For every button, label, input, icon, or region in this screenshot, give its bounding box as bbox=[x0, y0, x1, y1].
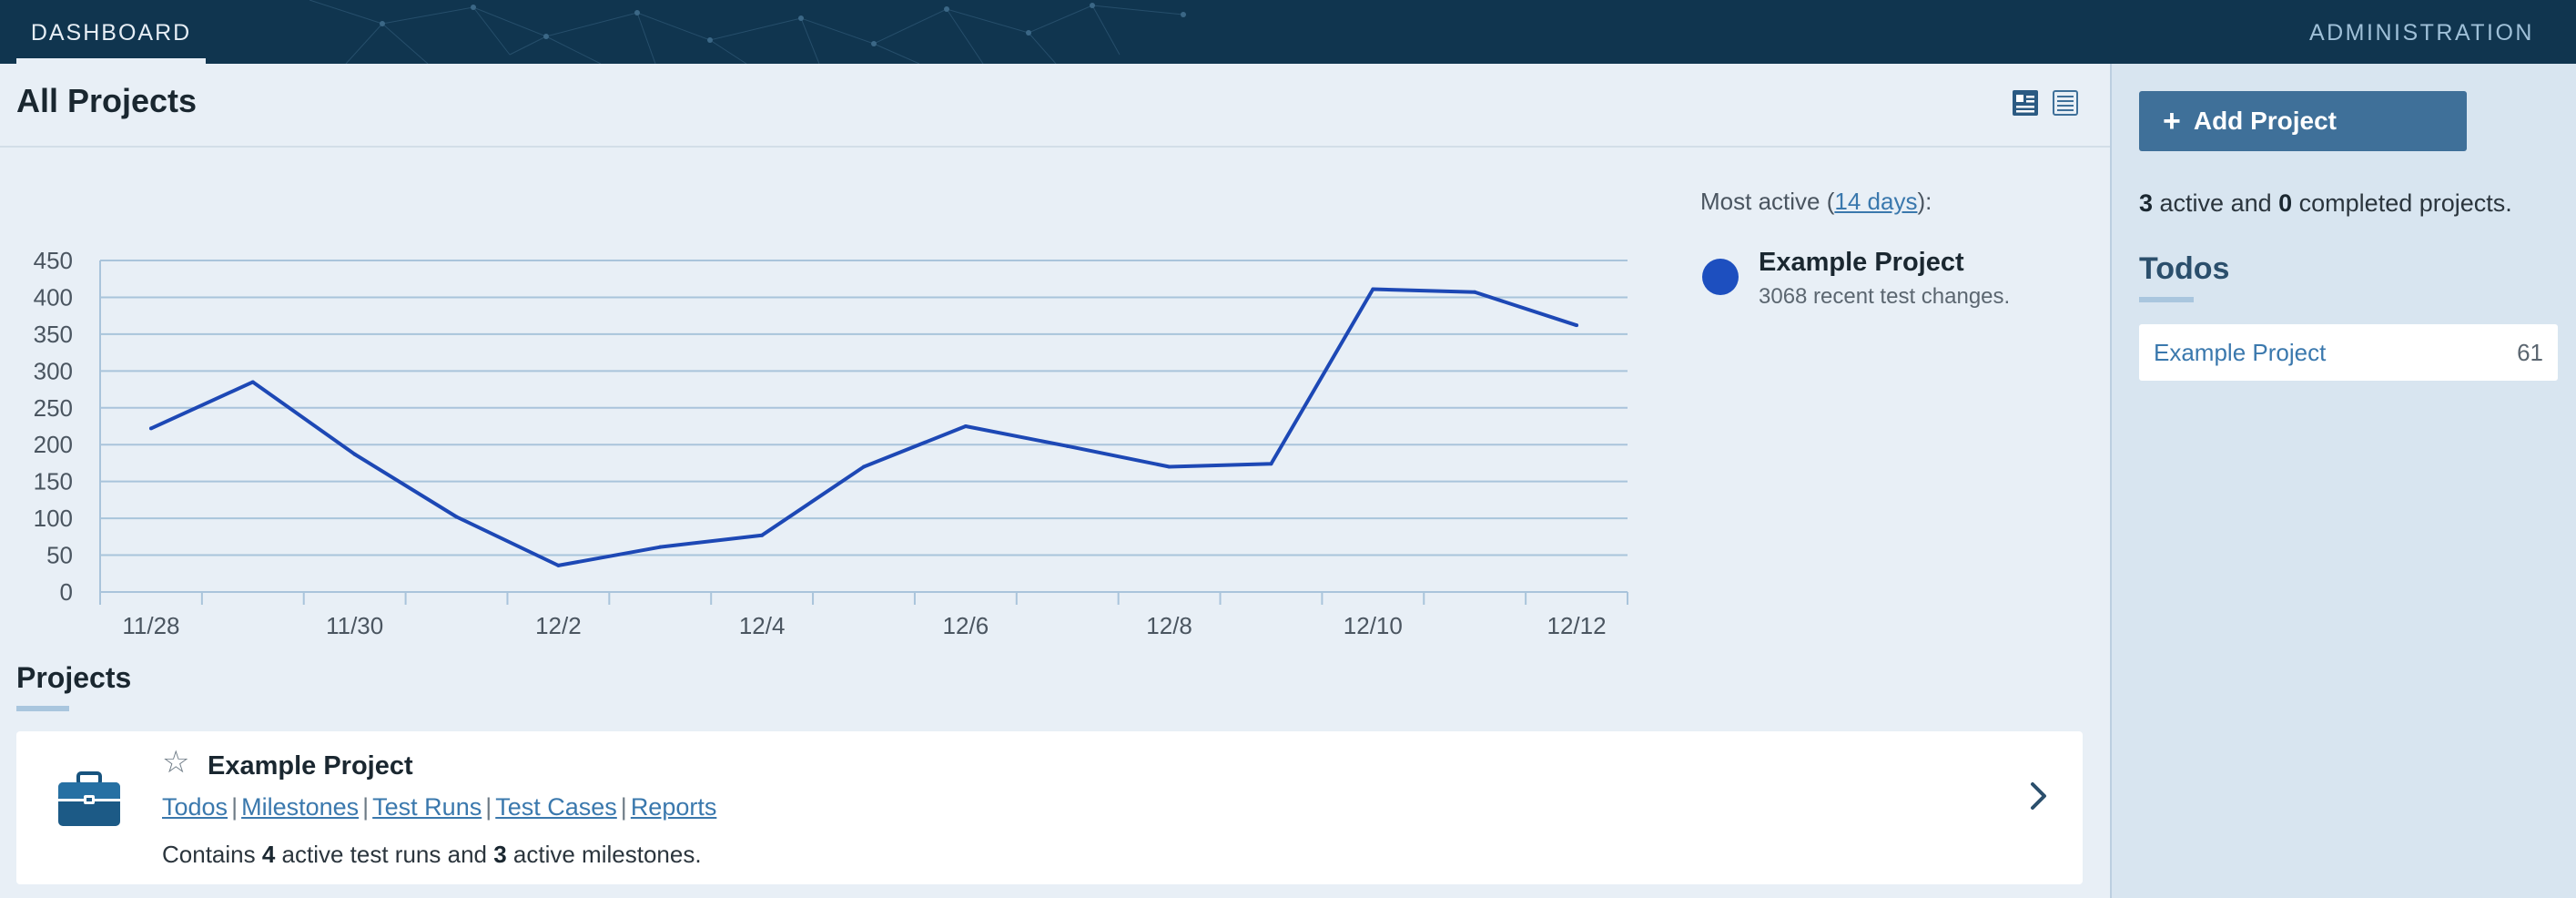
data-point bbox=[1065, 444, 1070, 448]
data-point bbox=[1269, 462, 1273, 466]
active-runs-count: 4 bbox=[261, 841, 276, 868]
add-project-button[interactable]: + Add Project bbox=[2139, 91, 2467, 151]
y-tick-label: 300 bbox=[34, 357, 73, 384]
projects-title-underline bbox=[16, 706, 69, 711]
project-links: Todos | Milestones | Test Runs | Test Cases | Re… bbox=[162, 793, 717, 821]
right-sidebar: + Add Project 3 active and 0 completed p… bbox=[2110, 64, 2576, 898]
plus-icon: + bbox=[2163, 103, 2181, 138]
add-project-label: Add Project bbox=[2193, 107, 2337, 135]
project-name[interactable]: Example Project bbox=[208, 751, 413, 781]
y-tick-label: 0 bbox=[60, 578, 73, 606]
x-tick-label: 12/4 bbox=[739, 612, 786, 639]
x-tick-label: 12/10 bbox=[1344, 612, 1403, 639]
most-active-prefix: Most active ( bbox=[1700, 188, 1835, 215]
data-point bbox=[250, 380, 255, 384]
todo-list-item[interactable]: Example Project 61 bbox=[2139, 324, 2558, 381]
nav-tab-administration[interactable]: ADMINISTRATION bbox=[2308, 20, 2534, 46]
most-active-project-name: Example Project bbox=[1759, 248, 1964, 277]
y-tick-label: 150 bbox=[34, 468, 73, 495]
network-pattern-decoration bbox=[309, 0, 1186, 64]
detail-view-icon[interactable] bbox=[2012, 89, 2039, 117]
todo-count: 61 bbox=[2517, 339, 2543, 366]
view-toggle bbox=[2012, 89, 2079, 117]
active-milestones-count: 3 bbox=[493, 841, 507, 868]
data-point bbox=[352, 452, 357, 456]
data-point bbox=[760, 533, 765, 537]
main-content: All Projects 0 50 100 150 200 250 300 350 400 450… bbox=[0, 64, 2110, 898]
nav-tab-dashboard-label: DASHBOARD bbox=[30, 20, 192, 46]
x-tick-label: 11/28 bbox=[122, 612, 179, 639]
data-point bbox=[1167, 464, 1171, 469]
todos-title: Todos bbox=[2139, 251, 2230, 286]
data-point bbox=[148, 426, 153, 431]
active-projects-count: 3 bbox=[2139, 189, 2154, 217]
activity-line-chart: 0 50 100 150 200 250 300 350 400 450 11/28 11/30 12/… bbox=[34, 247, 1628, 639]
project-card[interactable]: ☆ Example Project Todos | Milestones | Test … bbox=[16, 731, 2083, 884]
top-nav-bar: DASHBOARD ADMINISTRATION bbox=[0, 0, 2576, 64]
completed-projects-count: 0 bbox=[2278, 189, 2293, 217]
active-tab-indicator bbox=[16, 58, 206, 64]
y-tick-label: 400 bbox=[34, 283, 73, 311]
project-link-reports[interactable]: Reports bbox=[630, 793, 717, 821]
favorite-star-icon[interactable]: ☆ bbox=[162, 745, 190, 780]
data-point bbox=[1371, 287, 1375, 291]
projects-section-title: Projects bbox=[16, 661, 132, 694]
x-tick-label: 12/8 bbox=[1146, 612, 1192, 639]
todos-title-underline bbox=[2139, 297, 2194, 302]
project-link-milestones[interactable]: Milestones bbox=[241, 793, 360, 821]
nav-tab-dashboard[interactable]: DASHBOARD bbox=[16, 0, 206, 64]
todo-project-name[interactable]: Example Project bbox=[2154, 339, 2327, 366]
y-tick-label: 350 bbox=[34, 321, 73, 348]
x-tick-label: 11/30 bbox=[326, 612, 383, 639]
y-tick-label: 250 bbox=[34, 394, 73, 422]
data-point bbox=[862, 464, 866, 469]
data-point bbox=[1575, 323, 1579, 328]
most-active-project-changes: 3068 recent test changes. bbox=[1759, 284, 2011, 309]
page-title: All Projects bbox=[16, 82, 198, 119]
data-point bbox=[1473, 290, 1477, 294]
y-tick-label: 200 bbox=[34, 431, 73, 458]
y-tick-label: 100 bbox=[34, 505, 73, 532]
data-point bbox=[454, 515, 459, 519]
chevron-right-icon[interactable] bbox=[2028, 781, 2050, 821]
briefcase-icon bbox=[56, 771, 122, 832]
most-active-suffix: ): bbox=[1917, 188, 1932, 215]
title-divider bbox=[0, 146, 2110, 148]
days-link[interactable]: 14 days bbox=[1834, 188, 1918, 215]
y-tick-label: 50 bbox=[46, 542, 73, 569]
y-tick-label: 450 bbox=[34, 247, 73, 274]
project-description: Contains 4 active test runs and 3 active… bbox=[162, 841, 702, 868]
x-tick-label: 12/12 bbox=[1547, 612, 1607, 639]
project-link-test-runs[interactable]: Test Runs bbox=[372, 793, 482, 821]
x-tick-label: 12/2 bbox=[535, 612, 582, 639]
data-point bbox=[658, 545, 663, 549]
data-point bbox=[963, 424, 968, 428]
x-tick-label: 12/6 bbox=[943, 612, 989, 639]
most-active-label: Most active (14 days): bbox=[1700, 188, 1932, 216]
legend-dot-icon bbox=[1702, 259, 1739, 295]
project-link-todos[interactable]: Todos bbox=[162, 793, 228, 821]
project-link-test-cases[interactable]: Test Cases bbox=[495, 793, 617, 821]
data-point bbox=[556, 563, 561, 567]
series-line bbox=[150, 287, 1577, 567]
compact-view-icon[interactable] bbox=[2052, 89, 2079, 117]
project-summary: 3 active and 0 completed projects. bbox=[2139, 189, 2512, 217]
